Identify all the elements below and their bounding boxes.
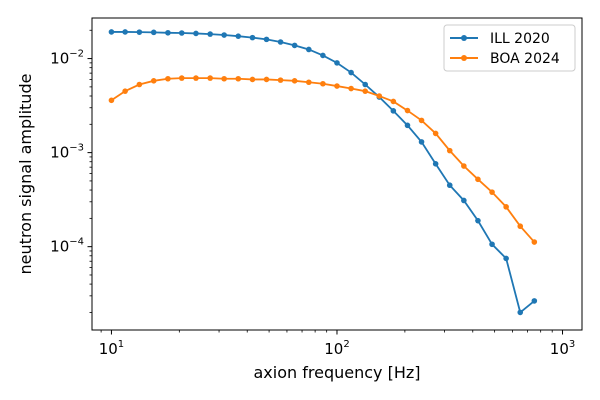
data-point-ill-2020 (306, 46, 312, 53)
legend-box (443, 24, 576, 72)
data-point-ill-2020 (193, 30, 199, 37)
data-point-boa-2024 (235, 75, 242, 82)
data-point-boa-2024 (446, 147, 453, 154)
data-point-boa-2024 (277, 77, 284, 83)
data-point-ill-2020 (489, 241, 495, 248)
data-point-ill-2020 (150, 29, 157, 36)
data-point-ill-2020 (390, 108, 397, 114)
data-point-boa-2024 (221, 75, 227, 82)
x-axis-label: axion frequency [Hz] (254, 363, 421, 382)
y-tick-label: 10−3 (50, 143, 84, 162)
data-point-boa-2024 (249, 76, 256, 83)
data-point-boa-2024 (150, 78, 157, 84)
data-point-ill-2020 (108, 29, 115, 35)
data-point-ill-2020 (475, 217, 481, 224)
data-point-boa-2024 (291, 78, 298, 84)
data-point-ill-2020 (404, 122, 411, 129)
data-point-ill-2020 (320, 52, 326, 59)
data-point-ill-2020 (277, 39, 284, 45)
x-tick-label: 103 (550, 339, 575, 358)
data-point-boa-2024 (193, 75, 199, 81)
data-point-ill-2020 (178, 30, 185, 36)
data-point-ill-2020 (348, 69, 354, 76)
data-point-boa-2024 (376, 93, 383, 99)
data-point-ill-2020 (235, 33, 242, 39)
data-point-boa-2024 (122, 88, 128, 94)
legend: ILL 2020 BOA 2024 (443, 24, 576, 72)
x-tick-label: 101 (99, 339, 124, 358)
axis-layer: 101 102 103 10−4 10−3 10−2 (50, 29, 575, 358)
data-point-boa-2024 (108, 97, 115, 104)
data-point-boa-2024 (362, 88, 369, 94)
data-point-boa-2024 (531, 239, 538, 245)
data-point-ill-2020 (418, 139, 425, 145)
data-point-boa-2024 (207, 75, 213, 81)
data-point-boa-2024 (461, 163, 467, 169)
data-point-boa-2024 (432, 130, 439, 137)
data-point-boa-2024 (404, 107, 411, 114)
data-point-ill-2020 (531, 298, 538, 304)
series-layer (108, 29, 538, 316)
legend-label-boa-2024: BOA 2024 (490, 51, 560, 67)
data-point-ill-2020 (461, 197, 467, 204)
y-tick-label: 10−4 (50, 237, 84, 256)
y-tick-label: 10−2 (50, 49, 84, 68)
data-point-boa-2024 (390, 98, 397, 105)
data-point-ill-2020 (249, 34, 256, 41)
legend-marker-ill-2020 (461, 35, 467, 41)
legend-label-ill-2020: ILL 2020 (490, 31, 550, 47)
data-point-ill-2020 (122, 29, 128, 35)
data-point-boa-2024 (306, 79, 312, 86)
y-axis-label: neutron signal amplitude (16, 74, 35, 275)
data-point-boa-2024 (489, 189, 495, 195)
data-point-ill-2020 (517, 309, 524, 316)
data-point-boa-2024 (334, 83, 340, 89)
data-point-ill-2020 (334, 60, 340, 66)
data-point-ill-2020 (136, 29, 143, 35)
data-point-ill-2020 (432, 161, 439, 167)
data-point-boa-2024 (503, 204, 509, 210)
data-point-boa-2024 (165, 75, 171, 82)
data-point-boa-2024 (348, 85, 354, 92)
data-point-ill-2020 (221, 32, 227, 38)
data-point-ill-2020 (165, 29, 171, 36)
data-point-ill-2020 (503, 255, 509, 262)
data-point-boa-2024 (320, 80, 326, 87)
data-point-boa-2024 (136, 81, 143, 88)
data-point-boa-2024 (263, 76, 270, 83)
x-tick-label: 102 (324, 339, 349, 358)
data-point-boa-2024 (178, 75, 185, 81)
data-point-boa-2024 (418, 117, 425, 124)
data-point-ill-2020 (291, 42, 298, 49)
data-point-ill-2020 (446, 182, 453, 189)
data-point-boa-2024 (475, 176, 481, 183)
data-point-boa-2024 (517, 223, 524, 230)
legend-marker-boa-2024 (461, 55, 467, 61)
data-point-ill-2020 (263, 36, 270, 43)
data-point-ill-2020 (362, 81, 369, 88)
data-point-ill-2020 (207, 31, 213, 37)
